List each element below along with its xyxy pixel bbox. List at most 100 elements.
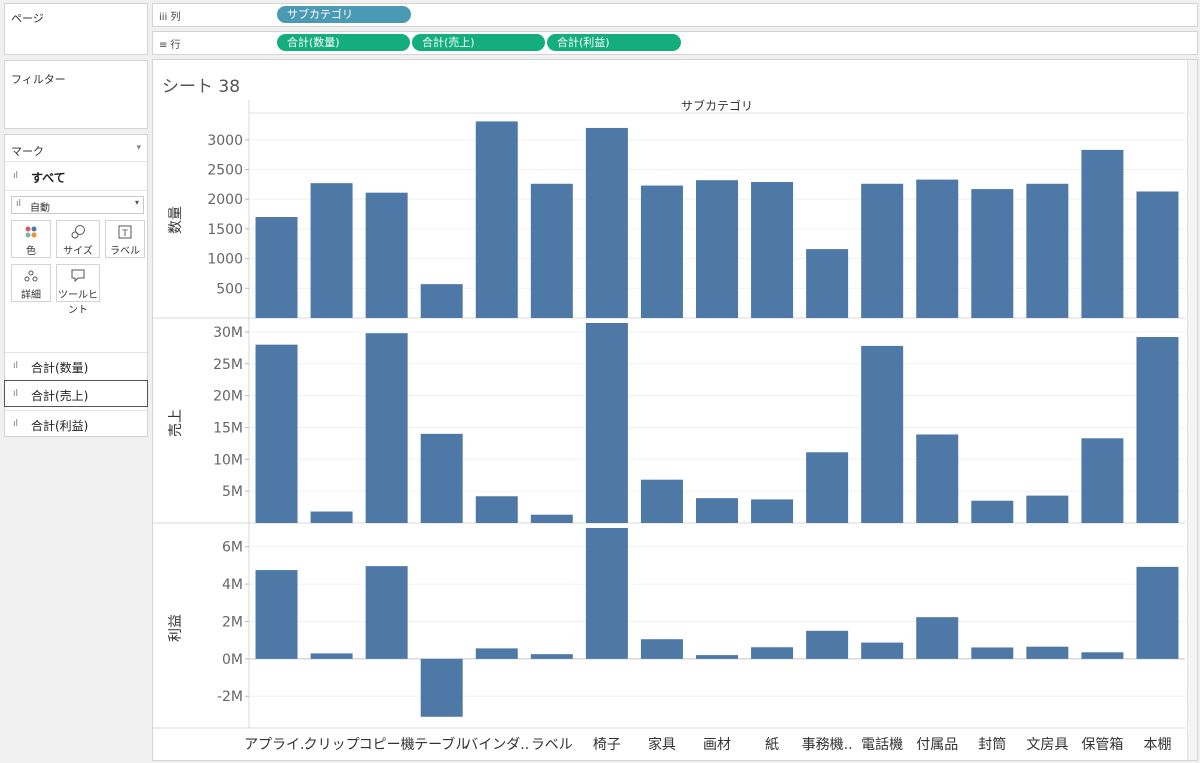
svg-text:T: T bbox=[121, 229, 128, 239]
vertical-scrollbar[interactable] bbox=[1187, 60, 1197, 760]
columns-shelf-label: iii 列 bbox=[159, 12, 181, 23]
axis-tick-label: 4M bbox=[222, 577, 243, 593]
y-axis-title: 売上 bbox=[168, 409, 184, 437]
tooltip-bubble-icon bbox=[57, 268, 99, 286]
bar bbox=[255, 344, 298, 523]
axis-tick-label: 10M bbox=[213, 452, 243, 468]
axis-tick-label: 25M bbox=[213, 357, 243, 373]
axis-tick-label: 2M bbox=[222, 614, 243, 630]
bar bbox=[255, 217, 298, 318]
marks-all-label: すべて bbox=[31, 171, 66, 185]
columns-pill-subcategory[interactable]: サブカテゴリ bbox=[277, 6, 411, 23]
bar-chart-icon: ıl bbox=[13, 361, 19, 371]
bar bbox=[640, 185, 683, 318]
bar bbox=[1081, 438, 1124, 523]
category-label: 保管箱 bbox=[1081, 737, 1123, 753]
detail-card-button[interactable]: 詳細 bbox=[11, 264, 51, 302]
bar bbox=[861, 642, 904, 659]
color-card-button[interactable]: 色 bbox=[11, 220, 51, 258]
pages-title: ページ bbox=[11, 12, 44, 25]
color-dots-icon bbox=[12, 224, 50, 242]
rows-shelf[interactable]: ≡ 行 合計(数量) 合計(売上) 合計(利益) bbox=[152, 31, 1198, 55]
bar bbox=[585, 127, 628, 318]
worksheet: シート 38 サブカテゴリ 500 1000 1500 2000 2500 3000 数量 5M… bbox=[152, 59, 1198, 761]
bar bbox=[1136, 566, 1179, 659]
size-card-button[interactable]: サイズ bbox=[56, 220, 100, 258]
bar bbox=[1136, 191, 1179, 318]
label-card-button[interactable]: T ラベル bbox=[105, 220, 145, 258]
size-circles-icon bbox=[57, 224, 99, 242]
text-label-icon: T bbox=[106, 224, 144, 242]
bar-chart-icon: ıl bbox=[13, 171, 19, 181]
marks-measure-profit[interactable]: ıl 合計(利益) bbox=[5, 410, 147, 438]
bar bbox=[971, 647, 1014, 659]
rows-pill-quantity[interactable]: 合計(数量) bbox=[277, 34, 410, 51]
marks-card: マーク ▾ ıl すべて ıl 自動 ▾ 色 サイズ T ラベル 詳細 bbox=[4, 134, 148, 437]
category-label: 画材 bbox=[703, 737, 731, 753]
bar bbox=[310, 511, 353, 523]
bar bbox=[585, 323, 628, 523]
marks-measure-sales[interactable]: ıl 合計(売上) bbox=[4, 380, 148, 407]
bar bbox=[310, 183, 353, 318]
bar bbox=[365, 192, 408, 318]
bar bbox=[916, 179, 959, 318]
tooltip-card-label: ツールヒント bbox=[58, 290, 98, 316]
category-label: 封筒 bbox=[978, 736, 1006, 753]
bar bbox=[475, 121, 518, 318]
sheet-title[interactable]: シート 38 bbox=[162, 77, 241, 97]
bar bbox=[1081, 652, 1124, 659]
rows-pill-profit[interactable]: 合計(利益) bbox=[547, 34, 681, 51]
bar-chart-icon: ıl bbox=[16, 199, 22, 209]
bar bbox=[420, 433, 463, 523]
bar bbox=[1026, 646, 1069, 659]
bar bbox=[916, 434, 959, 523]
chevron-down-icon[interactable]: ▾ bbox=[136, 143, 141, 153]
marks-measure-quantity[interactable]: ıl 合計(数量) bbox=[5, 352, 147, 380]
bar bbox=[1026, 183, 1069, 318]
y-axis-title: 数量 bbox=[168, 206, 184, 234]
category-label: 電話機 bbox=[861, 736, 903, 753]
marks-measure-label: 合計(数量) bbox=[31, 361, 89, 375]
axis-tick-label: 2500 bbox=[207, 163, 243, 179]
category-label: 紙 bbox=[765, 737, 779, 753]
column-header-label: サブカテゴリ bbox=[681, 98, 753, 113]
category-label: 文房具 bbox=[1026, 737, 1068, 753]
axis-tick-label: 500 bbox=[216, 281, 243, 297]
bar bbox=[806, 249, 849, 318]
mark-type-value: 自動 bbox=[30, 203, 50, 214]
bar bbox=[420, 284, 463, 318]
category-label: 付属品 bbox=[916, 737, 958, 753]
rows-pill-sales[interactable]: 合計(売上) bbox=[412, 34, 545, 51]
bar bbox=[640, 639, 683, 659]
axis-tick-label: -2M bbox=[217, 689, 243, 705]
bar bbox=[971, 500, 1014, 523]
mark-type-dropdown[interactable]: ıl 自動 ▾ bbox=[11, 196, 144, 214]
marks-measure-label: 合計(売上) bbox=[31, 389, 89, 403]
bar-chart: サブカテゴリ 500 1000 1500 2000 2500 3000 数量 5M 10M 15M 2… bbox=[153, 98, 1185, 753]
bar bbox=[530, 183, 573, 318]
marks-all-tab[interactable]: ıl すべて bbox=[5, 162, 147, 191]
axis-tick-label: 2000 bbox=[207, 192, 243, 208]
bar bbox=[696, 180, 738, 318]
category-label: 家具 bbox=[648, 736, 676, 753]
bar bbox=[420, 658, 463, 717]
bar bbox=[365, 333, 408, 523]
filters-panel[interactable]: フィルター bbox=[4, 60, 148, 129]
marks-measure-label: 合計(利益) bbox=[31, 419, 89, 433]
axis-tick-label: 5M bbox=[222, 484, 243, 500]
axis-tick-label: 1000 bbox=[207, 252, 243, 268]
bar bbox=[530, 654, 573, 659]
pages-panel[interactable]: ページ bbox=[4, 3, 148, 55]
bar bbox=[585, 528, 628, 659]
color-card-label: 色 bbox=[26, 246, 36, 257]
bar bbox=[696, 498, 738, 523]
bar bbox=[861, 183, 904, 318]
axis-tick-label: 15M bbox=[213, 420, 243, 436]
marks-header[interactable]: マーク ▾ bbox=[5, 135, 147, 162]
columns-shelf[interactable]: iii 列 サブカテゴリ bbox=[152, 3, 1198, 27]
marks-title: マーク bbox=[11, 145, 44, 158]
tooltip-card-button[interactable]: ツールヒント bbox=[56, 264, 100, 316]
detail-card-label: 詳細 bbox=[21, 290, 41, 301]
bar bbox=[971, 189, 1014, 318]
category-label: コピー機 bbox=[359, 737, 415, 753]
